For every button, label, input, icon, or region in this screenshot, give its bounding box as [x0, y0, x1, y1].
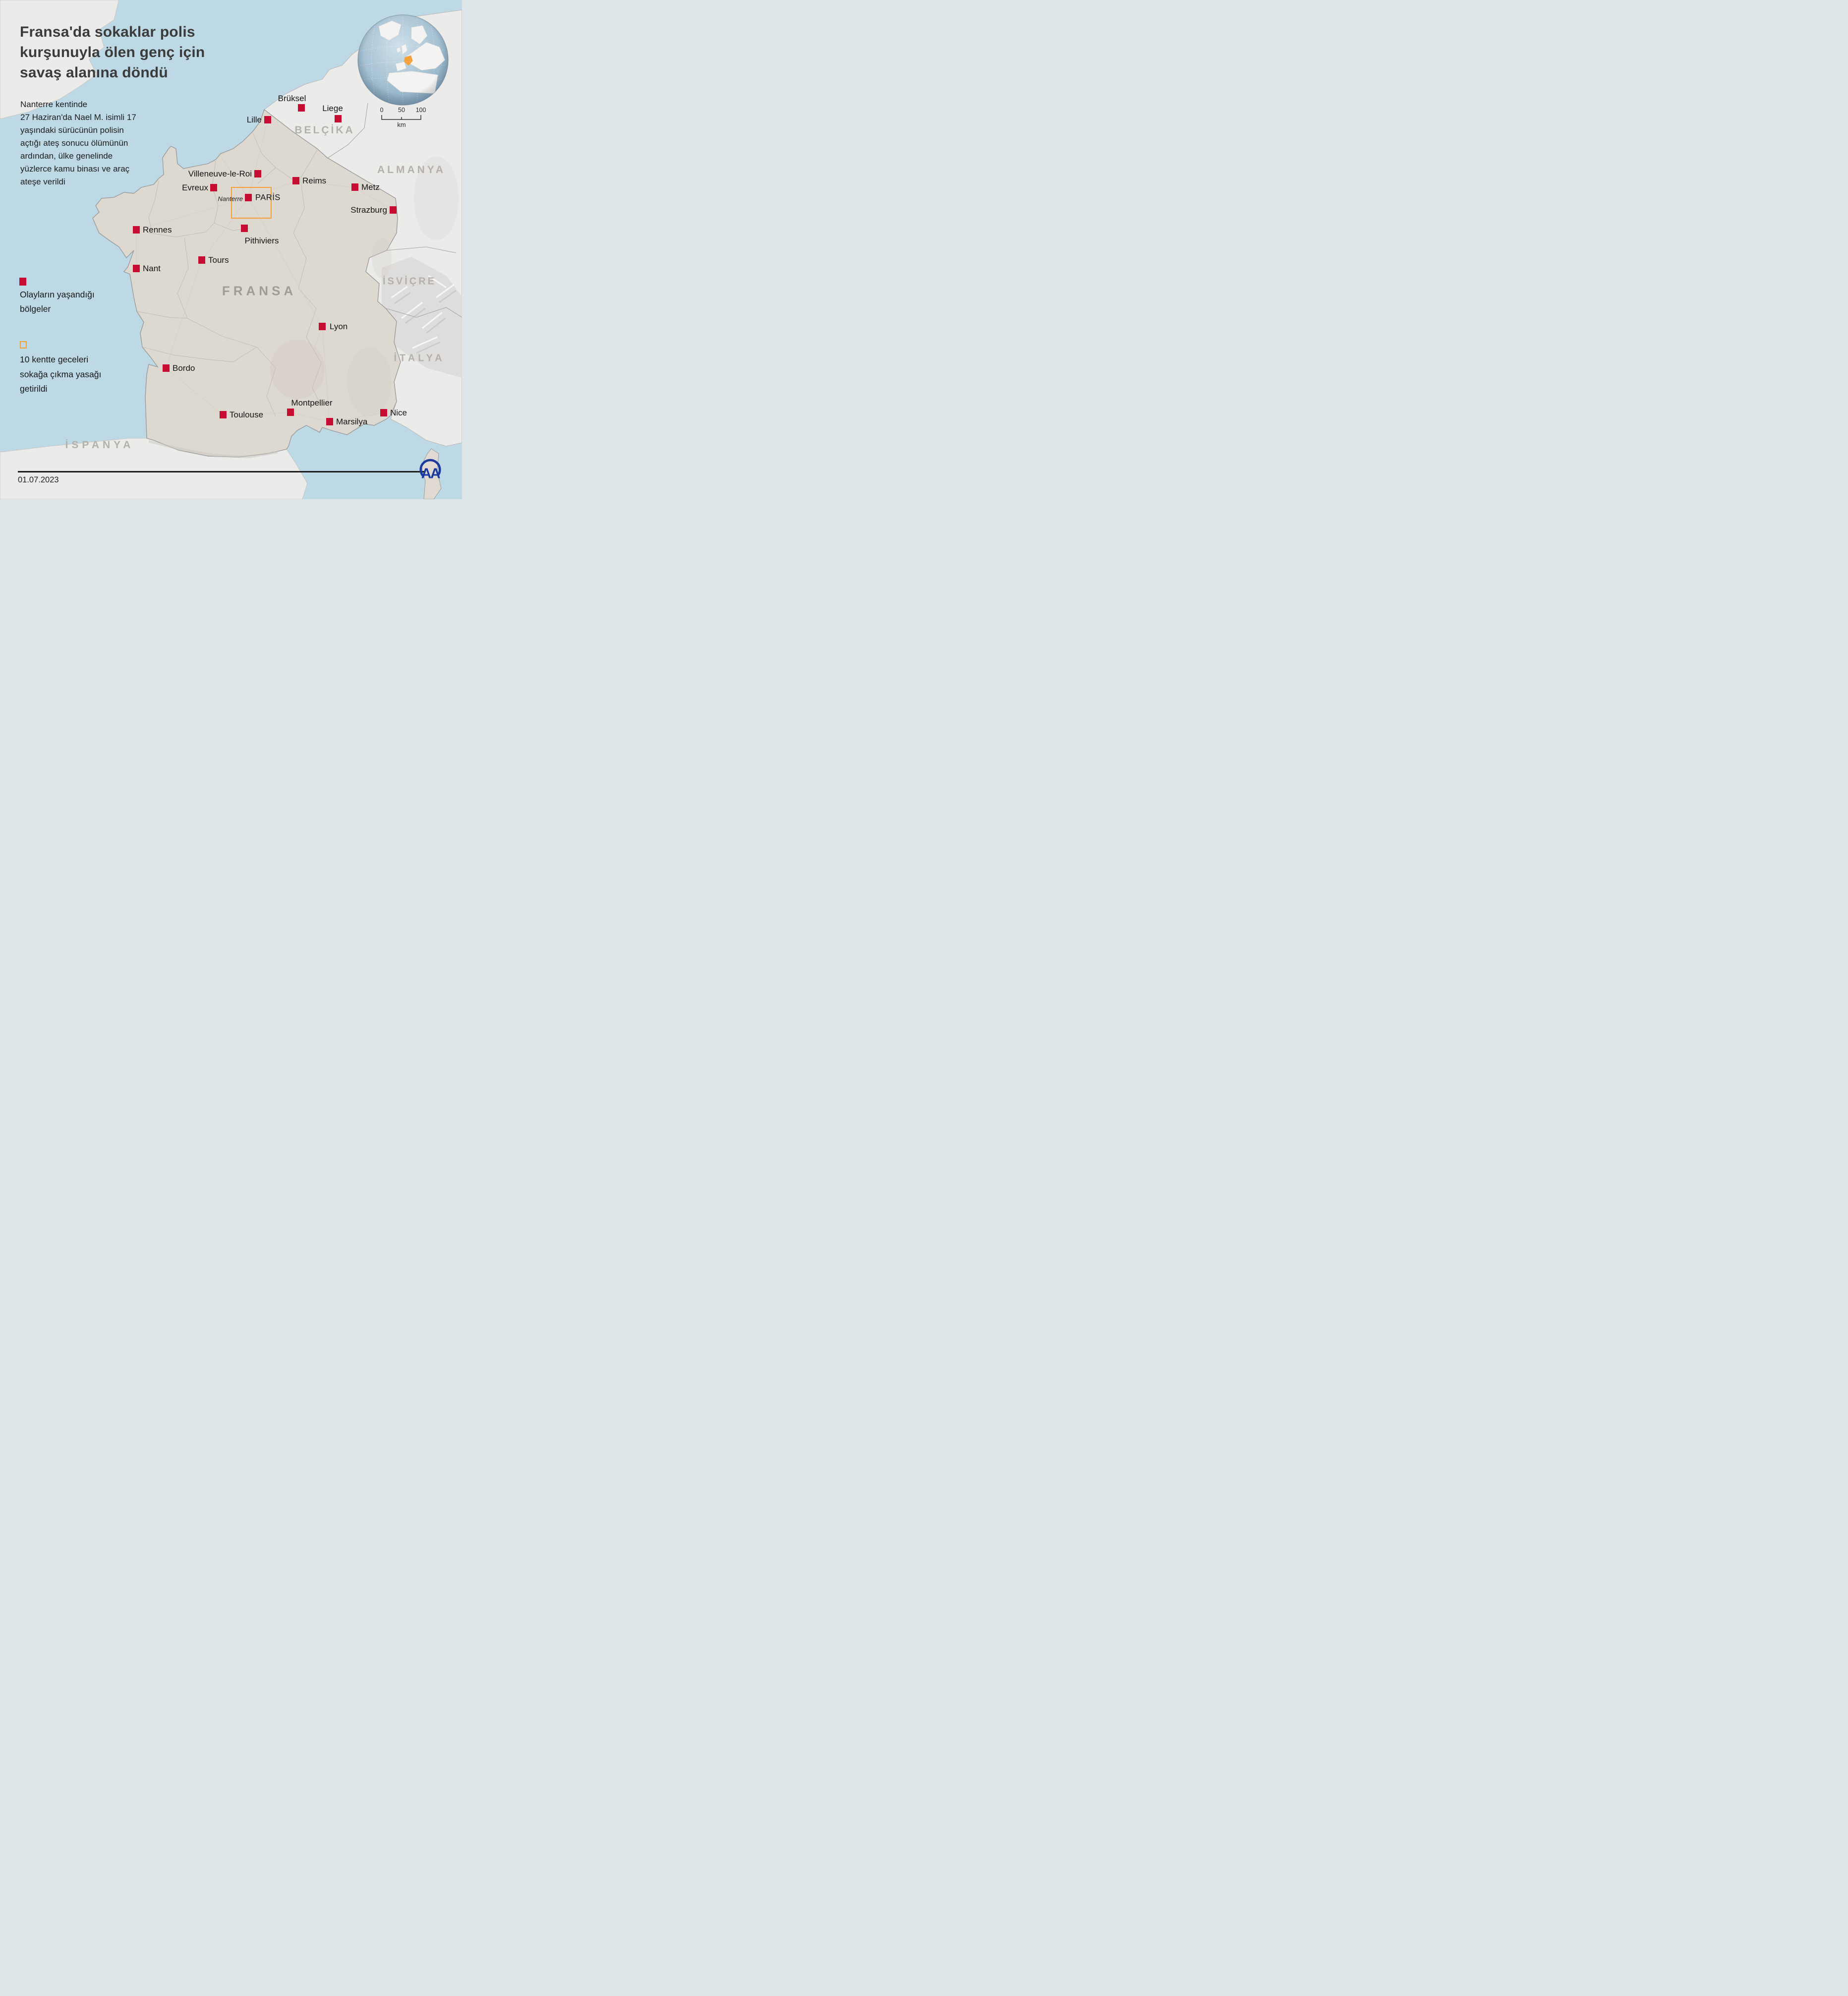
city-marker-bruksel: [298, 104, 305, 112]
city-marker-lille: [264, 116, 271, 123]
alps-relief: [382, 257, 462, 378]
city-marker-montpellier: [287, 409, 294, 416]
city-label-villeneuve-le-roi: Villeneuve-le-Roi: [188, 169, 252, 178]
scale-50: 50: [398, 107, 405, 114]
city-marker-strazburg: [390, 206, 397, 214]
city-label-montpellier: Montpellier: [291, 398, 333, 408]
scale-unit: km: [397, 121, 406, 128]
city-label-paris: PARİS: [255, 193, 281, 202]
city-label-reims: Reims: [302, 176, 327, 185]
city-label-nice: Nice: [390, 408, 407, 417]
city-label-toulouse: Toulouse: [230, 410, 264, 419]
city-marker-paris: [245, 194, 252, 201]
date-label: 01.07.2023: [18, 475, 59, 484]
city-label-marsilya: Marsilya: [336, 417, 368, 426]
legend-curfew-label: 10 kentte geceleri sokağa çıkma yasağı g…: [20, 354, 102, 394]
country-label-ispanya: İSPANYA: [65, 439, 134, 451]
city-marker-lyon: [319, 323, 326, 330]
city-label-lyon: Lyon: [330, 322, 348, 331]
city-label-bruksel: Brüksel: [278, 94, 306, 103]
legend-incident-square: [19, 278, 26, 286]
scale-0: 0: [380, 107, 384, 114]
city-label-evreux: Evreux: [182, 183, 208, 192]
landmass-england: [0, 0, 119, 119]
page-subtitle: Nanterre kentinde 27 Haziran'da Nael M. …: [20, 100, 136, 186]
city-marker-nice: [380, 409, 387, 416]
country-label-belcika: BELÇİKA: [294, 124, 355, 136]
aa-logo: AA: [419, 459, 441, 481]
roads: [136, 119, 394, 422]
region-borders: [136, 132, 322, 417]
landmass-france: [92, 109, 401, 459]
globe-inset: [357, 14, 449, 106]
scale-bar: 0 50 100 km: [375, 107, 426, 129]
page-title: Fransa'da sokaklar polis kurşunuyla ölen…: [20, 24, 205, 81]
city-marker-evreux: [210, 184, 217, 191]
city-label-tours: Tours: [208, 255, 229, 265]
city-label-pithiviers: Pithiviers: [244, 236, 279, 245]
scale-ruler: [381, 115, 421, 120]
paris-curfew-box: [231, 187, 272, 219]
svg-text:AA: AA: [421, 466, 440, 481]
country-label-isvicre: İSVİÇRE: [382, 276, 437, 287]
city-label-nant: Nant: [143, 264, 161, 273]
city-marker-metz: [351, 183, 358, 191]
legend-curfew-square: [20, 341, 27, 349]
city-label-bordo: Bordo: [173, 363, 195, 373]
france-basemap: [0, 0, 462, 499]
city-marker-toulouse: [220, 411, 227, 418]
city-marker-liege: [335, 115, 342, 122]
country-borders: [328, 103, 462, 318]
city-marker-rennes: [133, 226, 140, 234]
scale-100: 100: [415, 107, 426, 114]
city-marker-marsilya: [326, 418, 333, 425]
city-marker-bordo: [163, 364, 170, 372]
footer-divider: [18, 471, 425, 472]
city-label-rennes: Rennes: [143, 225, 172, 235]
city-label-strazburg: Strazburg: [350, 205, 387, 215]
city-marker-villeneuve-le-roi: [254, 170, 261, 177]
city-label-lille: Lille: [246, 115, 262, 124]
city-marker-tours: [198, 256, 205, 264]
country-label-italya: İTALYA: [394, 352, 445, 364]
country-label-fransa: FRANSA: [222, 283, 297, 298]
city-marker-nant: [133, 265, 140, 272]
city-label-nanterre: Nanterre: [218, 195, 243, 203]
infographic-canvas: Fransa'da sokaklar polis kurşunuyla ölen…: [0, 0, 462, 499]
legend-incident-label: Olayların yaşandığı bölgeler: [20, 290, 95, 314]
city-marker-reims: [292, 177, 299, 184]
city-label-liege: Liege: [322, 104, 343, 113]
city-marker-pithiviers: [241, 225, 248, 232]
city-label-metz: Metz: [361, 182, 380, 192]
country-label-almanya: ALMANYA: [377, 164, 446, 176]
